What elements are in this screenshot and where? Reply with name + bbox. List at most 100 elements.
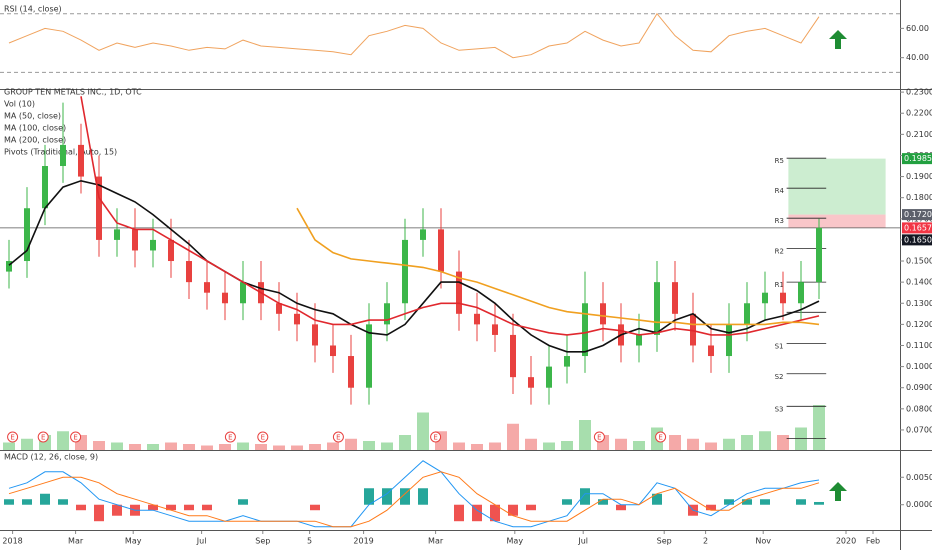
candle-body <box>6 261 12 272</box>
legend-entry: MA (200, close) <box>4 136 66 145</box>
earnings-label: E <box>73 434 77 442</box>
candle-body <box>114 229 120 240</box>
volume-bar <box>129 444 141 450</box>
earnings-marker <box>37 431 49 443</box>
candle-body <box>240 282 246 304</box>
macd-histogram-bar <box>814 501 824 505</box>
candle-body <box>348 356 354 388</box>
candle-body <box>420 229 426 240</box>
candle-body <box>60 144 66 167</box>
candle-body <box>474 313 480 325</box>
indicator-line <box>8 460 820 528</box>
x-tick-label: May <box>507 537 524 546</box>
candle-body <box>150 239 156 251</box>
candle-body <box>96 176 102 240</box>
candle-body <box>276 303 282 314</box>
candle-body <box>456 271 462 314</box>
macd-histogram-bar <box>418 488 428 505</box>
volume-bar <box>381 442 393 450</box>
macd-histogram-bar <box>166 504 176 511</box>
earnings-label: E <box>597 434 601 442</box>
macd-histogram-bar <box>598 499 608 505</box>
volume-bar <box>291 445 303 450</box>
x-tick-label: 2 <box>703 537 708 546</box>
earnings-marker <box>332 431 344 443</box>
candle-body <box>312 324 318 346</box>
candle-body <box>816 227 822 283</box>
volume-bar <box>759 431 771 450</box>
volume-bar <box>93 441 105 450</box>
candle-body <box>204 282 210 293</box>
volume-bar <box>363 441 375 450</box>
position-target <box>788 158 886 215</box>
volume-bar <box>399 435 411 450</box>
macd-histogram-bar <box>112 504 122 516</box>
candle-body <box>330 345 336 357</box>
volume-bar <box>705 442 717 450</box>
candle-body <box>780 292 786 304</box>
y-tick-label: 60.00 <box>906 24 929 33</box>
up-arrow-icon <box>829 482 847 501</box>
x-tick-label: May <box>125 537 142 546</box>
candle-body <box>24 208 30 262</box>
volume-bar <box>21 438 33 450</box>
earnings-label: E <box>261 434 265 442</box>
candle-body <box>564 356 570 367</box>
indicator-line <box>80 96 820 336</box>
pivot-label: S2 <box>775 373 784 381</box>
y-tick-label: 0.2300 <box>906 88 932 97</box>
candle-body <box>438 229 444 272</box>
y-tick-label: 0.0000 <box>906 500 932 509</box>
x-tick-label: 2018 <box>2 537 22 546</box>
macd-histogram-bar <box>94 504 104 522</box>
y-tick-label: 0.2100 <box>906 130 932 139</box>
y-tick-label: 0.1300 <box>906 299 932 308</box>
y-tick-label: 0.1000 <box>906 362 932 371</box>
volume-bar <box>489 442 501 450</box>
y-tick-label: 0.0700 <box>906 425 932 434</box>
macd-histogram-bar <box>454 504 464 522</box>
price-tag-label: 0.1985 <box>904 154 932 163</box>
earnings-marker <box>7 431 19 443</box>
earnings-label: E <box>433 434 437 442</box>
macd-histogram-bar <box>400 488 410 505</box>
y-tick-label: 0.1400 <box>906 278 932 287</box>
macd-histogram-bar <box>616 504 626 511</box>
rsi-title: RSI (14, close) <box>4 5 62 14</box>
pivot-label: R3 <box>775 217 784 225</box>
x-tick-label: Jul <box>577 537 588 546</box>
macd-histogram-bar <box>184 504 194 511</box>
macd-histogram-bar <box>526 504 536 511</box>
indicator-line <box>8 179 820 353</box>
price-tag <box>902 222 932 234</box>
candle-body <box>132 229 138 251</box>
macd-histogram-bar <box>148 504 158 511</box>
pivot-label: R4 <box>775 187 785 195</box>
candle-body <box>78 144 84 177</box>
volume-bar <box>417 412 429 450</box>
x-tick-label: Mar <box>428 537 444 546</box>
y-tick-label: 0.0050 <box>906 473 932 482</box>
macd-histogram-bar <box>508 504 518 516</box>
macd-title: MACD (12, 26, close, 9) <box>4 453 98 462</box>
volume-bar <box>453 442 465 450</box>
volume-bar <box>471 444 483 450</box>
candle-body <box>654 282 660 335</box>
pivot-label: S1 <box>775 342 784 350</box>
volume-bar <box>633 441 645 450</box>
x-tick-label: 5 <box>307 537 312 546</box>
pivot-label: R2 <box>775 247 784 255</box>
volume-bar <box>777 435 789 450</box>
volume-bar <box>687 438 699 450</box>
legend-entry: MA (50, close) <box>4 112 61 121</box>
y-tick-label: 0.1200 <box>906 320 932 329</box>
macd-histogram-bar <box>40 493 50 505</box>
price-tag-label: 0.1657 <box>904 223 932 232</box>
earnings-marker <box>70 431 82 443</box>
y-tick-label: 0.0800 <box>906 404 932 413</box>
volume-bar <box>3 442 15 450</box>
volume-bar <box>561 441 573 450</box>
up-arrow-icon <box>829 30 847 49</box>
y-tick-label: 0.1900 <box>906 172 932 181</box>
